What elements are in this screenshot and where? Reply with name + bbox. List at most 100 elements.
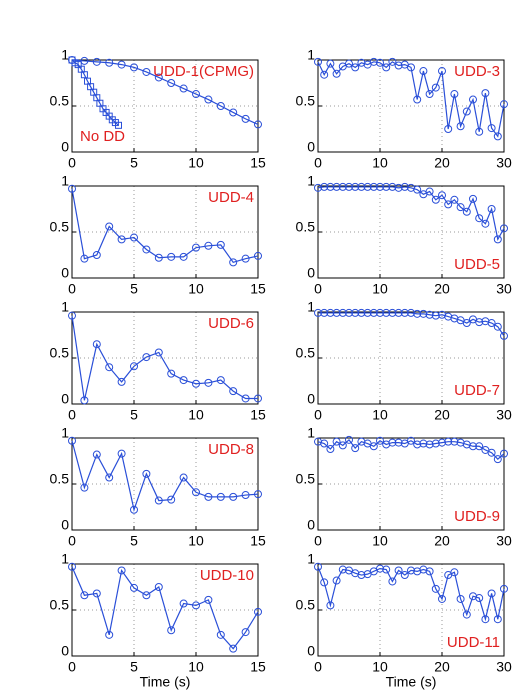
marker xyxy=(345,182,353,191)
marker xyxy=(351,182,360,191)
marker xyxy=(192,488,200,497)
marker xyxy=(142,67,151,76)
marker xyxy=(456,122,465,131)
marker xyxy=(154,348,163,357)
marker xyxy=(167,252,176,261)
series-line xyxy=(71,59,119,126)
marker xyxy=(68,436,76,445)
y-tick-label: 0 xyxy=(307,391,315,407)
marker xyxy=(332,437,341,446)
x-tick-label: 5 xyxy=(130,281,138,297)
marker xyxy=(376,436,384,445)
y-tick-label: 1 xyxy=(307,551,315,567)
marker xyxy=(229,108,238,117)
marker xyxy=(500,100,508,109)
x-tick-label: 10 xyxy=(372,155,388,171)
marker xyxy=(192,379,200,388)
marker xyxy=(326,601,335,610)
plot-frame xyxy=(317,311,505,405)
marker xyxy=(130,505,138,514)
marker xyxy=(413,440,422,449)
x-tick-label: 30 xyxy=(496,407,512,423)
x-tick-label: 0 xyxy=(314,281,322,297)
marker xyxy=(431,195,440,204)
marker xyxy=(167,495,176,504)
marker xyxy=(204,241,213,250)
marker xyxy=(357,308,366,317)
marker xyxy=(500,331,508,340)
marker xyxy=(68,311,76,320)
marker xyxy=(142,245,151,254)
marker xyxy=(320,308,329,317)
y-tick-label: 0 xyxy=(61,643,69,659)
y-tick-label: 0.5 xyxy=(50,345,70,361)
marker xyxy=(179,376,188,385)
marker xyxy=(314,308,322,317)
marker xyxy=(425,440,434,449)
marker xyxy=(320,182,329,191)
marker xyxy=(382,182,391,191)
marker xyxy=(431,83,440,92)
marker xyxy=(376,308,384,317)
marker xyxy=(204,595,213,604)
x-tick-label: 5 xyxy=(130,533,138,549)
series-line xyxy=(71,59,259,125)
y-tick-label: 0.5 xyxy=(296,597,316,613)
marker xyxy=(80,56,89,65)
y-tick-label: 1 xyxy=(61,551,69,567)
marker xyxy=(400,182,409,191)
x-tick-label: 15 xyxy=(250,659,266,675)
marker xyxy=(229,387,238,396)
marker xyxy=(338,565,347,574)
y-tick-label: 0.5 xyxy=(296,345,316,361)
marker xyxy=(345,308,353,317)
y-tick-label: 0.5 xyxy=(296,219,316,235)
y-tick-label: 0.5 xyxy=(296,471,316,487)
marker xyxy=(369,182,378,191)
x-tick-label: 30 xyxy=(496,533,512,549)
marker xyxy=(229,492,238,501)
x-tick-label: 30 xyxy=(496,155,512,171)
marker xyxy=(117,377,126,386)
x-tick-label: 30 xyxy=(496,659,512,675)
marker xyxy=(500,224,508,233)
marker xyxy=(413,95,422,104)
marker xyxy=(500,449,508,458)
marker xyxy=(388,308,397,317)
marker xyxy=(475,318,484,327)
plot-frame xyxy=(71,59,259,153)
marker xyxy=(357,571,366,580)
series-label: UDD-9 xyxy=(454,508,500,525)
x-tick-label: 5 xyxy=(130,659,138,675)
marker xyxy=(363,182,372,191)
marker xyxy=(192,243,200,252)
marker xyxy=(462,610,471,619)
marker xyxy=(332,576,341,585)
marker xyxy=(493,132,502,141)
marker xyxy=(351,308,360,317)
marker xyxy=(154,496,163,505)
plot-frame xyxy=(317,563,505,657)
marker xyxy=(216,376,225,385)
y-tick-label: 0 xyxy=(61,391,69,407)
y-tick-label: 1 xyxy=(61,299,69,315)
marker xyxy=(462,319,471,328)
marker xyxy=(475,127,484,136)
marker xyxy=(142,469,151,478)
marker xyxy=(444,125,453,133)
marker xyxy=(425,567,434,576)
x-tick-label: 15 xyxy=(250,281,266,297)
marker xyxy=(438,594,446,603)
marker xyxy=(204,378,213,387)
marker xyxy=(376,182,384,191)
marker xyxy=(444,437,453,446)
marker xyxy=(419,309,428,318)
marker xyxy=(500,584,508,593)
y-tick-label: 0.5 xyxy=(50,597,70,613)
marker xyxy=(388,57,397,66)
x-tick-label: 15 xyxy=(250,155,266,171)
marker xyxy=(462,207,471,216)
marker xyxy=(130,583,138,592)
series-line xyxy=(71,315,258,401)
series-line xyxy=(71,566,259,650)
